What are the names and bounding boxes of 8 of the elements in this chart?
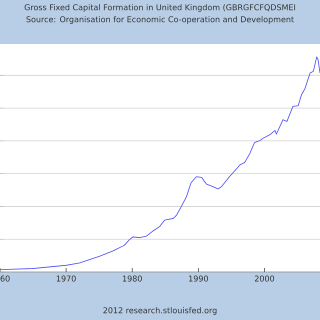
x-tick-label: 1970 <box>56 276 76 282</box>
x-tick-label: 1980 <box>122 276 142 282</box>
x-tick-label: 2000 <box>254 276 274 282</box>
chart-title: Gross Fixed Capital Formation in United Kingdom (GBRGFCFQDSMEI <box>24 4 296 12</box>
x-tick-label: 60 <box>0 276 10 282</box>
x-tick-label: 1990 <box>189 276 208 282</box>
chart-subtitle: Source: Organisation for Economic Co-operation and Development <box>26 16 294 24</box>
text: 2012 research.stlouisfed.org <box>103 307 216 315</box>
